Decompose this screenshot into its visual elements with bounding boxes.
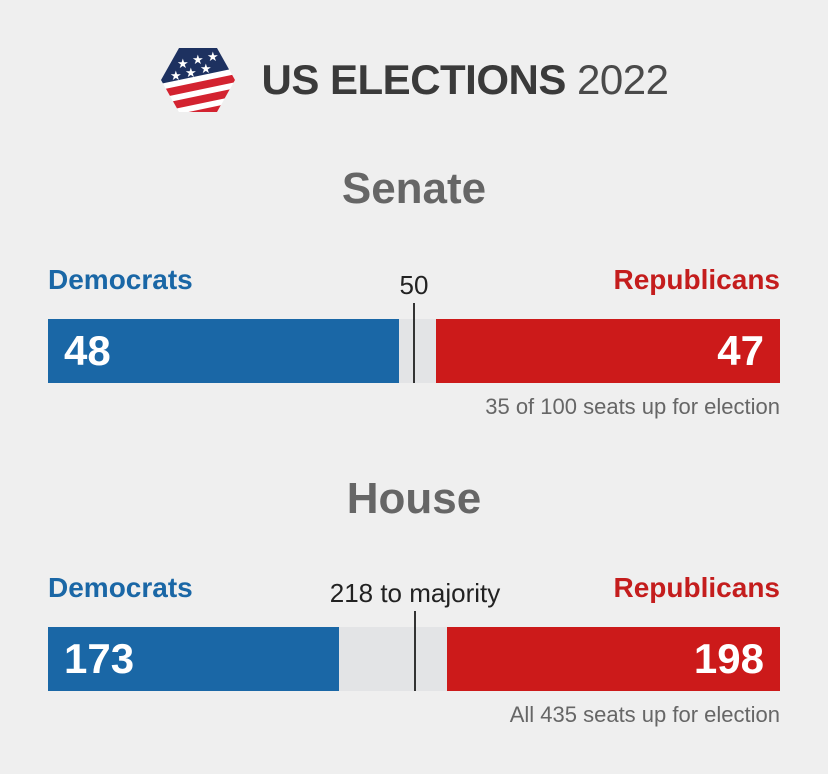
- house-rep-bar: 198: [447, 627, 780, 691]
- senate-dem-label: Democrats: [48, 264, 193, 295]
- house-note: All 435 seats up for election: [509, 702, 780, 727]
- senate-title: Senate: [341, 164, 487, 213]
- house-rep-label: Republicans: [613, 572, 780, 603]
- title-year: 2022: [577, 56, 669, 103]
- senate-dem-value: 48: [64, 327, 111, 374]
- senate-majority-label: 50: [399, 270, 429, 300]
- svg-text:★: ★: [177, 57, 189, 72]
- house-majority-line: [414, 611, 416, 691]
- senate-dem-bar: 48: [48, 319, 399, 383]
- svg-text:★: ★: [192, 53, 204, 68]
- page-title: US ELECTIONS 2022: [262, 56, 669, 104]
- senate-rep-bar: 47: [436, 319, 780, 383]
- svg-text:★: ★: [170, 69, 182, 84]
- us-flag-hexagon-icon: ★ ★ ★ ★ ★ ★: [160, 46, 236, 114]
- senate-majority-line: [413, 303, 415, 383]
- svg-text:★: ★: [200, 62, 212, 77]
- house-dem-bar: 173: [48, 627, 339, 691]
- house-dem-value: 173: [64, 635, 135, 682]
- senate-rep-label: Republicans: [613, 264, 780, 295]
- header: ★ ★ ★ ★ ★ ★ US ELECTIONS 2022: [0, 42, 828, 118]
- svg-text:★: ★: [207, 50, 219, 65]
- house-rep-value: 198: [693, 635, 764, 682]
- house-dem-label: Democrats: [48, 572, 193, 603]
- house-majority-label: 218 to majority: [329, 578, 501, 608]
- senate-note: 35 of 100 seats up for election: [485, 394, 780, 419]
- senate-rep-value: 47: [717, 327, 764, 374]
- title-main: US ELECTIONS: [261, 56, 567, 103]
- svg-text:★: ★: [185, 66, 197, 81]
- house-title: House: [346, 474, 482, 523]
